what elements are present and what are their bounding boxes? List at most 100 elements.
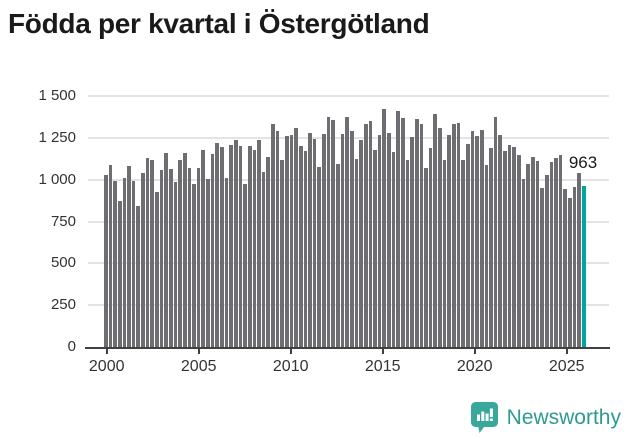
bar <box>252 149 257 347</box>
bar <box>122 178 127 347</box>
x-tick-label: 2020 <box>456 358 493 375</box>
bar <box>521 178 526 347</box>
y-tick-label: 0 <box>67 338 76 355</box>
bar <box>401 117 405 347</box>
bar <box>220 147 224 347</box>
latest-value-label: 963 <box>568 153 598 172</box>
bar <box>233 140 238 347</box>
bar <box>108 165 113 347</box>
x-tick <box>381 347 384 354</box>
bar <box>368 121 373 347</box>
bar <box>164 152 168 347</box>
bar <box>544 175 549 347</box>
bar <box>280 160 284 347</box>
bar <box>257 140 261 347</box>
bar <box>150 160 155 347</box>
bar <box>359 139 363 347</box>
y-tick-label: 500 <box>50 254 76 272</box>
bar <box>535 161 540 347</box>
newsworthy-brand-link[interactable]: Newsworthy <box>470 401 621 434</box>
x-tick-label: 2015 <box>364 358 401 375</box>
bar <box>470 131 475 347</box>
bar <box>303 151 308 347</box>
bar <box>145 157 150 347</box>
bar <box>117 200 122 347</box>
bar <box>354 158 359 347</box>
bar <box>317 167 322 347</box>
bar <box>475 136 479 347</box>
bar <box>387 132 391 347</box>
x-tick-label: 2000 <box>88 358 125 375</box>
bar <box>424 167 428 347</box>
bar <box>503 151 507 347</box>
bar <box>113 180 117 347</box>
bar <box>326 116 331 347</box>
bar <box>294 127 298 347</box>
bar <box>382 108 387 347</box>
bar <box>568 198 572 347</box>
bar <box>215 142 220 347</box>
x-tick <box>197 347 200 354</box>
plot-area: 963 0 250 500 750 1 000 1 250 1 500 2000 2005 201… <box>38 87 610 375</box>
bar <box>558 154 563 347</box>
bar <box>275 131 280 347</box>
bar <box>563 188 568 347</box>
bar <box>182 152 187 347</box>
bar <box>447 135 452 347</box>
x-tick-label: 2025 <box>548 358 585 375</box>
bar <box>452 124 456 347</box>
bar <box>391 152 396 347</box>
bar <box>465 143 470 347</box>
newsworthy-brand-text: Newsworthy <box>506 405 621 429</box>
y-tick-label: 250 <box>50 296 76 314</box>
x-tick-label: 2005 <box>180 358 217 375</box>
bar <box>414 119 419 347</box>
bar <box>405 159 410 347</box>
newsworthy-logo-icon <box>470 401 499 434</box>
bar <box>438 127 442 347</box>
chart-title: Födda per kvartal i Östergötland <box>8 8 430 39</box>
bar <box>479 130 484 347</box>
bar <box>131 181 136 347</box>
bar <box>410 137 414 347</box>
x-axis-line <box>85 347 610 349</box>
bar <box>540 188 544 347</box>
bar <box>577 172 581 347</box>
bar <box>308 132 312 347</box>
bar <box>428 147 433 347</box>
bar <box>526 163 530 347</box>
bar <box>419 124 424 347</box>
y-tick-label: 1 500 <box>38 87 76 104</box>
bar <box>159 169 164 347</box>
bar <box>289 135 294 347</box>
x-tick <box>473 347 476 354</box>
bar <box>173 182 178 347</box>
bar-latest-highlight <box>581 185 586 347</box>
bar <box>507 145 512 347</box>
x-tick <box>289 347 292 354</box>
gridline-1500 <box>88 95 609 97</box>
bar <box>489 147 493 347</box>
bar <box>229 144 233 347</box>
y-tick-label: 750 <box>50 212 76 230</box>
bar <box>493 116 498 347</box>
bar <box>498 135 503 347</box>
bar <box>377 134 382 347</box>
bar <box>196 167 201 347</box>
bar <box>141 172 145 347</box>
bar <box>396 111 400 347</box>
bar <box>284 136 289 347</box>
y-tick-label: 1 000 <box>38 170 76 188</box>
bar-series <box>104 96 586 347</box>
bar <box>456 122 461 347</box>
bar <box>340 133 345 347</box>
bar <box>554 157 558 347</box>
bar <box>247 146 252 347</box>
bar <box>512 147 517 347</box>
bar <box>127 166 131 347</box>
bar <box>442 160 447 347</box>
bar <box>298 146 303 347</box>
bar <box>322 133 326 347</box>
x-tick-label: 2010 <box>272 358 309 375</box>
bar <box>336 163 340 347</box>
